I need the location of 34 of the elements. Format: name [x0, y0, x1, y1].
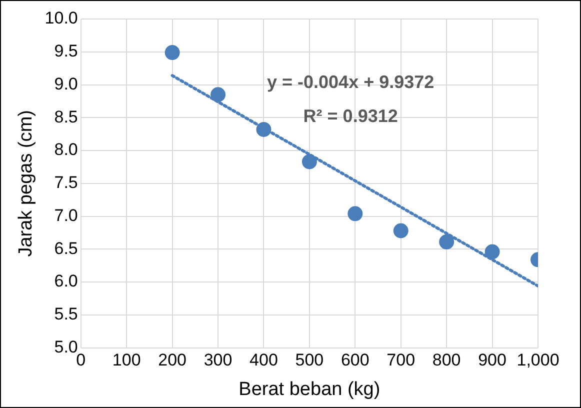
point	[256, 122, 272, 137]
y-tick-label: 9.0	[54, 74, 78, 94]
x-tick-label: 300	[204, 350, 232, 370]
y-tick-label: 6.5	[54, 238, 78, 258]
x-tick-label: 600	[340, 350, 370, 370]
x-tick-label: 0	[76, 350, 86, 370]
y-tick-label: 8.5	[54, 107, 78, 126]
x-tick-label: 200	[158, 350, 186, 370]
y-tick-label: 8.0	[54, 140, 78, 160]
point	[348, 206, 363, 222]
point	[164, 45, 180, 60]
x-axis-title: Berat beban (kg)	[238, 378, 380, 400]
y-tick-label: 7.0	[54, 206, 78, 225]
x-tick-label: 100	[112, 350, 141, 370]
point	[210, 87, 226, 102]
x-tick-label: 700	[386, 350, 416, 370]
x-tick-label: 500	[295, 350, 324, 370]
y-tick-label: 10.0	[44, 8, 78, 28]
y-axis-title: Jarak pegas (cm)	[16, 110, 37, 257]
y-tick-label: 7.5	[54, 173, 78, 192]
y-tick-label: 5.5	[54, 304, 78, 324]
x-tick-label: 800	[432, 350, 461, 370]
point	[484, 244, 500, 260]
y-tick-label: 9.5	[54, 42, 78, 61]
x-tick-label: 1,000	[516, 350, 560, 370]
annotation: y = -0.004x + 9.9372	[267, 72, 434, 92]
point	[302, 154, 317, 170]
annotation: R² = 0.9312	[303, 106, 398, 126]
y-tick-label: 5.0	[54, 337, 78, 356]
x-tick-label: 400	[250, 350, 278, 370]
y-tick-label: 6.0	[54, 272, 78, 291]
point	[439, 234, 454, 250]
point	[393, 223, 408, 238]
x-tick-label: 900	[478, 350, 506, 370]
